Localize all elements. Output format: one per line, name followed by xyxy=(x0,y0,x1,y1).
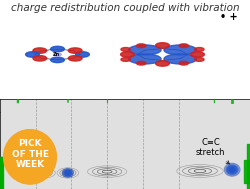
Ellipse shape xyxy=(194,47,204,51)
Ellipse shape xyxy=(128,54,161,64)
Ellipse shape xyxy=(228,166,237,174)
Circle shape xyxy=(4,130,56,184)
Ellipse shape xyxy=(179,61,188,65)
Ellipse shape xyxy=(14,170,22,176)
Ellipse shape xyxy=(229,167,235,172)
Ellipse shape xyxy=(136,44,146,48)
Ellipse shape xyxy=(15,171,20,175)
Ellipse shape xyxy=(63,169,72,177)
Ellipse shape xyxy=(136,61,146,65)
Ellipse shape xyxy=(121,47,130,51)
Ellipse shape xyxy=(194,58,204,61)
Text: • +: • + xyxy=(220,12,238,22)
Ellipse shape xyxy=(50,46,64,52)
Ellipse shape xyxy=(64,170,71,176)
Ellipse shape xyxy=(120,52,134,57)
Ellipse shape xyxy=(76,52,90,57)
Text: charge redistribution coupled with vibration: charge redistribution coupled with vibra… xyxy=(11,3,239,13)
Ellipse shape xyxy=(26,52,40,57)
Ellipse shape xyxy=(33,48,47,53)
Ellipse shape xyxy=(230,168,234,171)
Ellipse shape xyxy=(164,54,196,64)
Ellipse shape xyxy=(54,53,61,56)
Ellipse shape xyxy=(68,48,82,53)
Ellipse shape xyxy=(179,44,188,48)
Ellipse shape xyxy=(156,61,170,66)
Ellipse shape xyxy=(13,169,23,177)
Ellipse shape xyxy=(62,168,74,177)
Text: PICK
OF THE
WEEK: PICK OF THE WEEK xyxy=(12,139,49,169)
Ellipse shape xyxy=(66,171,70,175)
Ellipse shape xyxy=(226,165,238,175)
Ellipse shape xyxy=(68,56,82,61)
Ellipse shape xyxy=(67,172,69,174)
Ellipse shape xyxy=(12,168,24,178)
Ellipse shape xyxy=(16,172,19,174)
Ellipse shape xyxy=(164,45,196,55)
Text: C≡C
stretch: C≡C stretch xyxy=(196,138,230,164)
Ellipse shape xyxy=(121,58,130,61)
Ellipse shape xyxy=(191,52,204,57)
Ellipse shape xyxy=(33,56,47,61)
Text: Zn: Zn xyxy=(53,52,60,57)
Ellipse shape xyxy=(50,57,64,63)
Ellipse shape xyxy=(224,163,240,176)
Ellipse shape xyxy=(156,43,170,48)
Ellipse shape xyxy=(128,45,161,55)
